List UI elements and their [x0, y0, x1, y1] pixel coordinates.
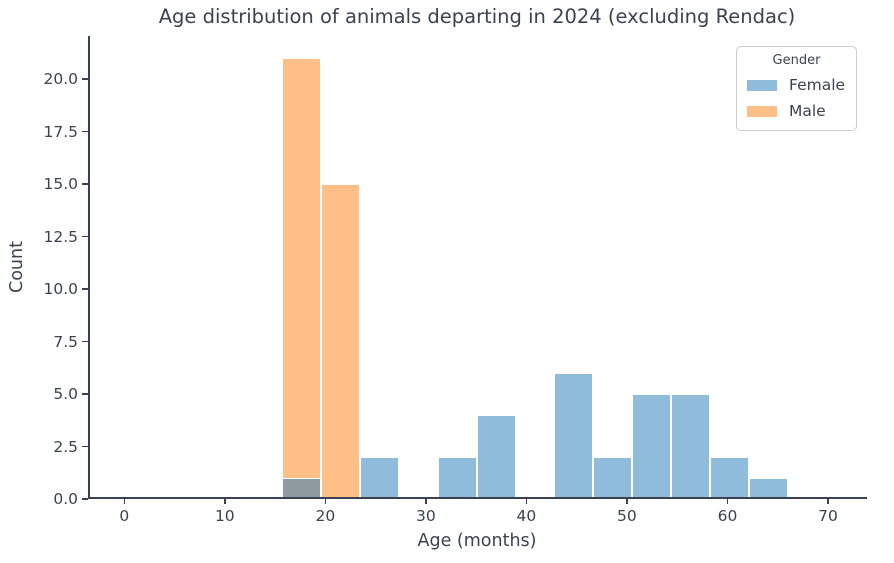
legend-title: Gender [772, 53, 821, 68]
y-tick-mark [82, 340, 88, 343]
histogram-bar-female [671, 394, 711, 499]
histogram-bar-female [593, 457, 633, 499]
x-tick-mark [224, 499, 226, 504]
x-tick-label: 30 [416, 507, 436, 525]
x-axis-label: Age (months) [417, 531, 537, 551]
x-tick-label: 40 [516, 507, 537, 525]
histogram-bar-female [632, 394, 672, 499]
x-axis-spine [88, 497, 867, 499]
histogram-bar-male [281, 58, 321, 499]
y-tick-mark [82, 288, 88, 290]
histogram-bar-female [281, 478, 321, 499]
y-axis-spine [88, 36, 90, 499]
legend-item-female: Female [746, 76, 847, 94]
histogram-bar-female [749, 478, 789, 499]
legend-entries: Female Male [746, 76, 847, 120]
y-tick-label: 0.0 [53, 490, 78, 508]
y-tick-label: 7.5 [53, 332, 78, 351]
histogram-bar-female [476, 415, 516, 499]
legend-swatch-icon [747, 105, 777, 117]
x-tick-mark [626, 499, 628, 504]
y-tick-label: 2.5 [53, 437, 78, 456]
histogram-bar-male [320, 184, 360, 499]
histogram-bar-female [554, 373, 594, 499]
y-tick-label: 5.0 [53, 385, 78, 403]
x-tick-label: 70 [818, 507, 838, 525]
legend-label: Female [789, 76, 846, 94]
chart-title: Age distribution of animals departing in… [158, 5, 796, 28]
y-tick-label: 10.0 [43, 280, 78, 299]
histogram-bar-female [437, 457, 477, 499]
y-tick-label: 12.5 [43, 227, 78, 246]
x-tick-label: 0 [119, 507, 130, 525]
x-tick-label: 50 [617, 507, 637, 525]
x-tick-mark [324, 499, 327, 504]
plot-area: 0 10 20 30 40 50 60 70 0.0 2.5 5.0 7.5 10.0 12.5 15.0 1… [43, 36, 867, 525]
y-tick-mark [82, 78, 88, 80]
y-tick-label: 17.5 [43, 122, 78, 141]
x-tick-mark [827, 499, 829, 504]
y-tick-mark [82, 235, 88, 238]
x-tick-label: 20 [315, 507, 336, 525]
legend-item-male: Male [746, 102, 847, 120]
x-tick-mark [525, 499, 528, 504]
histogram-bar-female [359, 457, 399, 499]
y-tick-mark [82, 130, 88, 133]
y-tick-mark [82, 498, 88, 500]
x-tick-mark [726, 499, 729, 504]
y-tick-label: 15.0 [43, 175, 78, 194]
x-tick-mark [425, 499, 427, 504]
histogram-bar-female [710, 457, 750, 499]
x-tick-label: 10 [214, 507, 235, 525]
y-tick-mark [82, 183, 88, 185]
y-tick-mark [82, 445, 88, 448]
y-axis-label: Count [7, 241, 27, 293]
x-tick-mark [123, 499, 126, 504]
x-tick-label: 60 [717, 507, 738, 525]
legend-label: Male [789, 102, 826, 120]
legend-swatch-icon [747, 79, 777, 91]
y-tick-label: 20.0 [43, 70, 78, 89]
legend: Gender Female Male [736, 46, 857, 131]
y-tick-mark [82, 393, 88, 395]
